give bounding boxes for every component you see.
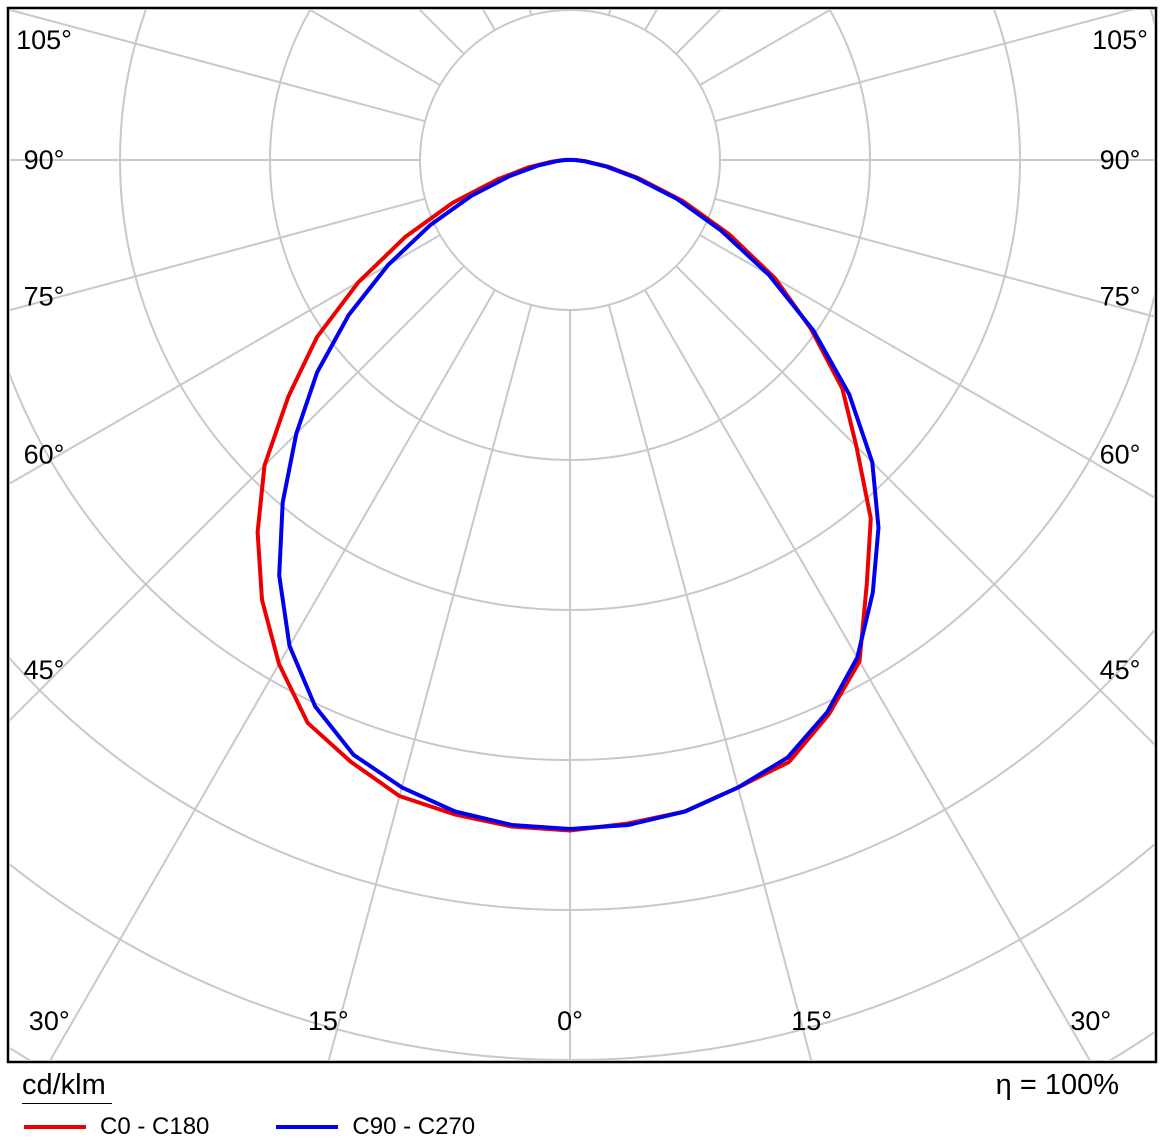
angle-tick-label: 60° (1100, 439, 1141, 469)
angle-tick-label: 105° (16, 25, 72, 55)
legend-label-c0-c180: C0 - C180 (100, 1113, 210, 1140)
angle-tick-label: 75° (1100, 282, 1141, 312)
angle-tick-label: 45° (1100, 655, 1141, 685)
plot-border (6, 6, 1158, 1064)
angle-tick-label: 60° (24, 439, 65, 469)
chart-footer: cd/klm η = 100% C0 - C180 C90 - C270 (0, 1066, 1164, 1140)
angle-tick-label: 75° (24, 282, 65, 312)
legend-swatch-c90-c270 (276, 1125, 339, 1129)
angle-tick-label: 45° (24, 655, 65, 685)
plot-area (10, 10, 1154, 1060)
legend-swatch-c0-c180 (24, 1125, 86, 1129)
polar-chart: 0° 15° 15° 30° 30° 45° 45° 60° 60° 75° 75° 90° 90° 10… (0, 0, 1164, 1066)
angle-tick-label: 30° (29, 1006, 70, 1036)
angle-tick-label: 90° (24, 145, 65, 175)
chart-background (0, 0, 1164, 1066)
unit-label: cd/klm (22, 1069, 112, 1104)
legend-label-c90-c270: C90 - C270 (352, 1113, 476, 1140)
angle-tick-label: 15° (791, 1006, 832, 1036)
legend-entry-c0-c180: C0 - C180 (22, 1109, 239, 1140)
curve-c90-c270 (277, 157, 881, 831)
angle-tick-labels: 0° 15° 15° 30° 30° 45° 45° 60° 60° 75° 75° 90° 90° 10… (16, 25, 1148, 1036)
angle-tick-label: 90° (1100, 145, 1141, 175)
efficiency-label: η = 100% (995, 1069, 1119, 1101)
legend: C0 - C180 C90 - C270 (0, 1109, 1164, 1140)
angle-tick-label: 15° (308, 1006, 349, 1036)
footer-top-row: cd/klm η = 100% (0, 1066, 1164, 1104)
angle-tick-label: 0° (557, 1006, 583, 1036)
angle-tick-label: 30° (1070, 1006, 1111, 1036)
angle-tick-label: 105° (1092, 25, 1148, 55)
legend-entry-c90-c270: C90 - C270 (274, 1109, 505, 1140)
